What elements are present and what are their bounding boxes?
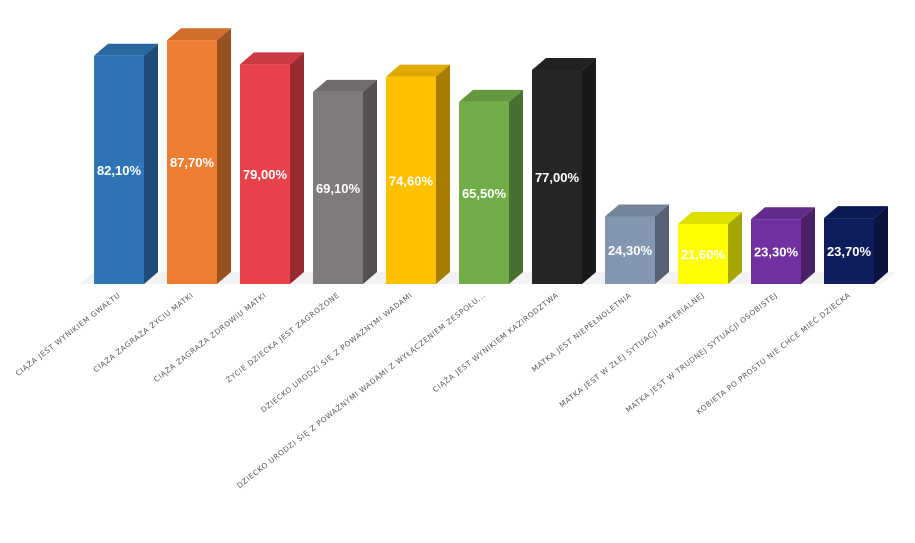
bar-side-face [801, 207, 815, 284]
bar-top-face [678, 211, 742, 224]
data-label: 23,70% [827, 244, 872, 259]
bar-front-face [824, 218, 874, 284]
bar-side-face [217, 28, 231, 284]
bar-side-face [874, 206, 888, 284]
bar-top-face [459, 89, 523, 102]
bar [459, 89, 523, 284]
data-label: 21,60% [681, 247, 726, 262]
category-label: DZIECKO URODZI SIĘ Z POWAŻNYMI WADAMI [259, 290, 414, 414]
bar-front-face [751, 219, 801, 284]
value-labels-group: 82,10% 87,70% 79,00% 69,10% 74,60% 65,50% 77,0… [97, 155, 872, 262]
bar-front-face [678, 223, 728, 284]
bar-front-face [459, 101, 509, 284]
data-label: 79,00% [243, 167, 288, 182]
bar-front-face [532, 69, 582, 284]
bar [751, 207, 815, 284]
data-label: 65,50% [462, 186, 507, 201]
bar-side-face [509, 89, 523, 284]
bar-top-face [94, 43, 158, 56]
bar-side-face [363, 79, 377, 284]
bar-side-face [655, 204, 669, 284]
bar-front-face [605, 216, 655, 284]
category-label: MATKA JEST W TRUDNEJ SYTUACJI OSOBISTEJ [624, 290, 779, 414]
data-label: 87,70% [170, 155, 215, 170]
bar-side-face [144, 43, 158, 285]
bar-front-face [167, 40, 217, 284]
bar-side-face [290, 52, 304, 284]
data-label: 23,30% [754, 245, 799, 260]
bar [94, 43, 158, 285]
category-label: CIĄŻA JEST WYNIKIEM KAZIRODZTWA [431, 290, 560, 394]
bar-top-face [313, 79, 377, 92]
bar [313, 79, 377, 284]
bar [167, 28, 231, 284]
bar-top-face [751, 207, 815, 220]
bar-front-face [386, 76, 436, 284]
category-label: MATKA JEST W ZŁEJ SYTUACJI MATERIALNEJ [558, 290, 707, 409]
bar-top-face [532, 57, 596, 70]
bar-side-face [728, 211, 742, 284]
bar [824, 206, 888, 284]
category-label: DZIECKO URODZI SIĘ Z POWAŻNYMI WADAMI Z … [235, 290, 487, 490]
bar [605, 204, 669, 284]
category-label: CIĄŻA ZAGRAŻA ZDROWIU MATKI [152, 290, 268, 384]
bar-top-face [605, 204, 669, 217]
bar-top-face [240, 52, 304, 65]
bar [240, 52, 304, 284]
data-label: 77,00% [535, 170, 580, 185]
data-label: 24,30% [608, 243, 653, 258]
bar-top-face [167, 28, 231, 41]
category-label: ŻYCIE DZIECKA JEST ZAGROŻONE [224, 290, 341, 384]
bar-front-face [94, 55, 144, 285]
bar [386, 64, 450, 284]
category-label: KOBIETA PO PROSTU NIE CHCE MIEĆ DZIECKA [695, 290, 852, 416]
data-label: 74,60% [389, 173, 434, 188]
bar [678, 211, 742, 284]
bar-front-face [313, 91, 363, 284]
bar-top-face [386, 64, 450, 77]
data-label: 69,10% [316, 181, 361, 196]
bar-front-face [240, 64, 290, 284]
bar-side-face [582, 57, 596, 284]
bars-group [94, 28, 888, 285]
bar-side-face [436, 64, 450, 284]
bar-top-face [824, 206, 888, 219]
bar [532, 57, 596, 284]
data-label: 82,10% [97, 163, 142, 178]
